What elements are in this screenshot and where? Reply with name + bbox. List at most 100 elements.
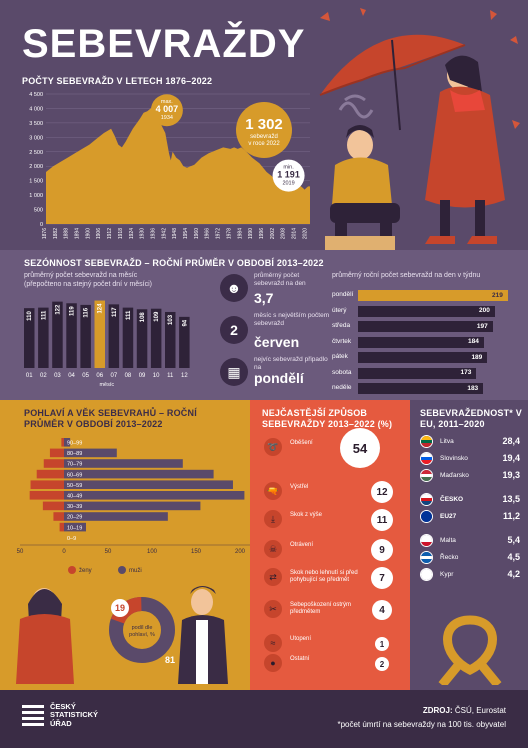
max-year: 1934: [161, 115, 173, 121]
male-bar: [64, 512, 168, 521]
weekday-row: středa 197: [332, 321, 514, 333]
pie-title-line-1: podíl dle: [132, 625, 153, 631]
eu-country-label: ČESKO: [440, 496, 464, 503]
x-tick-label: 2014: [292, 228, 298, 239]
eu-country-value: 19,4: [502, 453, 520, 463]
weekday-bar: [358, 321, 493, 332]
weekday-row: úterý 200: [332, 305, 514, 318]
male-bar: [64, 469, 214, 479]
pie-slice-female: [109, 597, 175, 663]
y-tick-label: 2 500: [29, 150, 43, 156]
month-value-label: 109: [154, 311, 160, 322]
x-tick-label: 1972: [216, 228, 222, 239]
weekday-bar: [358, 383, 484, 394]
calendar-day-icon: ▦: [220, 358, 248, 386]
month-bar: [66, 303, 77, 368]
awareness-ribbon-icon: [438, 615, 502, 685]
month-bar: [108, 304, 120, 368]
weekday-bar: [358, 352, 488, 363]
flag-icon: [420, 452, 433, 465]
x-tick-label: 1900: [85, 228, 91, 239]
x-tick-label: 1960: [194, 228, 200, 239]
legend-male-swatch: [118, 566, 126, 574]
age-pyramid-chart: 90–99 80–89 70–79 60–69 50–59 40–49 30–39 20–29…: [16, 438, 250, 684]
month-bar: [24, 308, 35, 368]
month-value-label: 119: [70, 306, 76, 316]
seasonality-subtitle-2: (přepočteno na stejný počet dní v měsíci…: [24, 280, 153, 288]
calendar-icon: 2: [220, 316, 248, 344]
umbrella-canopy: [320, 34, 465, 95]
weekday-label: sobota: [332, 368, 352, 376]
flag-icon: [420, 510, 433, 523]
x-tick-label: 1924: [129, 228, 135, 239]
x-tick-label: 100: [147, 549, 158, 555]
eu-country-value: 4,5: [507, 552, 520, 562]
weekday-label: pátek: [332, 353, 348, 360]
month-bar: [38, 307, 49, 368]
weekday-value: 197: [476, 322, 488, 330]
male-bar: [64, 480, 233, 489]
month-tick-label: 04: [68, 373, 75, 379]
method-label: Skok z výše: [290, 512, 323, 518]
month-value-label: 117: [112, 307, 118, 317]
male-bar: [64, 448, 117, 458]
timeseries-title: POČTY SEBEVRAŽD V LETECH 1876–2022: [22, 76, 213, 86]
method-label: Utopení: [290, 636, 312, 642]
weekday-label: středa: [332, 322, 351, 329]
age-group-label: 30–39: [67, 504, 82, 510]
flag-stripe: [421, 460, 432, 464]
x-tick-label: 1894: [75, 228, 81, 239]
female-bar: [42, 501, 64, 511]
female-bar: [29, 491, 64, 500]
weekday-value: 200: [478, 307, 490, 314]
age-title: POHLAVÍ A VĚK SEBEVRAHŮ – ROČNÍ PRŮMĚR V…: [24, 408, 197, 429]
method-label: Sebepoškození ostrým předmětem: [290, 602, 352, 616]
age-group-label: 40–49: [67, 494, 82, 500]
latest-bubble: [236, 102, 292, 158]
x-tick-label: 2020: [302, 228, 308, 239]
month-tick-label: 02: [40, 373, 47, 379]
eu-country-label: Litva: [440, 438, 454, 445]
y-tick-label: 500: [34, 208, 43, 214]
method-label: Skok nebo lehnutí si před pohybující se …: [290, 570, 358, 584]
y-tick-label: 4 500: [29, 92, 43, 98]
fact-daily-text: průměrný počet sebevražd na den: [254, 272, 306, 287]
pie-title-line-2: pohlaví, %: [129, 632, 155, 638]
y-tick-label: 3 500: [29, 121, 43, 127]
month-value-label: 108: [140, 312, 146, 323]
method-value-circle: 4: [372, 600, 392, 620]
pie-slice-male: [109, 597, 175, 663]
eu-country-label: EU27: [440, 513, 457, 520]
x-tick-label: 1930: [140, 228, 146, 239]
timeseries-area: [46, 108, 310, 224]
weekday-label: pondělí: [332, 291, 354, 298]
month-tick-label: 12: [181, 373, 188, 379]
female-bar: [30, 480, 65, 489]
weekday-row: čtvrtek 184: [332, 336, 514, 349]
female-bar: [43, 459, 64, 468]
weekday-title: průměrný roční počet sebevražd na den v …: [332, 272, 481, 279]
age-group-label: 20–29: [67, 515, 82, 521]
x-tick-label: 1882: [53, 228, 59, 239]
illustration-umbrella: [319, 8, 520, 250]
y-tick-label: 2 000: [29, 164, 43, 170]
flag-stripe: [421, 501, 432, 505]
max-label: max.: [161, 99, 173, 105]
month-value-label: 111: [126, 310, 132, 320]
flag-stripe: [421, 555, 432, 560]
weekday-row: pátek 189: [332, 352, 514, 364]
footer: [0, 690, 528, 748]
male-bar: [64, 438, 71, 447]
monthly-bar-chart: 1100111102122031190411605124061170711108…: [24, 300, 190, 388]
month-value-label: 94: [182, 319, 188, 326]
fact-month-value: červen: [254, 334, 300, 350]
flag-stripe: [421, 473, 432, 478]
seasonality-title: SEZÓNNOST SEBEVRAŽD – ROČNÍ PRŮMĚR V OBD…: [24, 258, 324, 268]
male-bar: [64, 459, 183, 468]
weekday-bar: [358, 367, 477, 379]
x-tick-label: 1936: [150, 228, 156, 239]
month-bar: [150, 308, 162, 368]
flag-stripe: [421, 494, 432, 498]
flag-stripe: [421, 569, 432, 573]
y-tick-label: 1 500: [29, 179, 43, 185]
